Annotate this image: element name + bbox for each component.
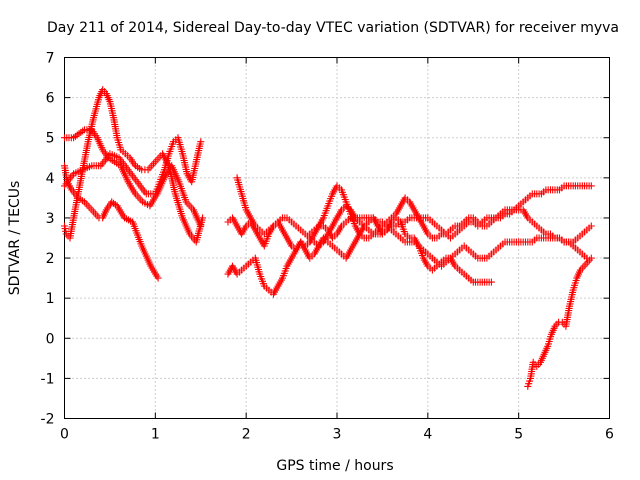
- data-point: [587, 182, 595, 190]
- data-point: [487, 278, 495, 286]
- series-track-4: [61, 134, 205, 198]
- x-tick-label: 3: [333, 427, 342, 443]
- x-tick-label: 6: [605, 427, 614, 443]
- series-track-1: [61, 162, 162, 282]
- y-tick-label: 2: [46, 251, 55, 267]
- y-tick-label: 7: [46, 51, 55, 67]
- chart-title: Day 211 of 2014, Sidereal Day-to-day VTE…: [47, 20, 619, 36]
- data-point: [154, 274, 162, 282]
- x-tick-label: 5: [514, 427, 523, 443]
- y-tick-label: 5: [46, 131, 55, 147]
- y-tick-label: -2: [41, 412, 55, 428]
- x-tick-label: 0: [60, 427, 69, 443]
- tick-layer: 0 1 2 3 4 5 6 -2 -1 0 1 2 3 4 5 6 7: [41, 51, 615, 443]
- data-point: [197, 138, 205, 146]
- data-point: [587, 254, 595, 262]
- series-track-3: [61, 126, 205, 230]
- x-tick-label: 1: [151, 427, 160, 443]
- series-track-7: [233, 174, 595, 250]
- y-tick-label: 4: [46, 171, 55, 187]
- y-tick-label: 3: [46, 211, 55, 227]
- series-track-9: [524, 254, 595, 390]
- y-axis-label: SDTVAR / TECUs: [7, 181, 23, 296]
- x-tick-label: 4: [423, 427, 432, 443]
- series-track-8: [306, 182, 595, 246]
- y-tick-label: 0: [46, 331, 55, 347]
- y-tick-label: 1: [46, 291, 55, 307]
- y-tick-label: -1: [41, 371, 55, 387]
- x-axis-label: GPS time / hours: [276, 458, 393, 474]
- x-tick-label: 2: [242, 427, 251, 443]
- y-tick-label: 6: [46, 91, 55, 107]
- data-point: [587, 222, 595, 230]
- data-markers: [61, 86, 595, 390]
- grid-layer: [64, 57, 610, 419]
- data-point: [197, 222, 205, 230]
